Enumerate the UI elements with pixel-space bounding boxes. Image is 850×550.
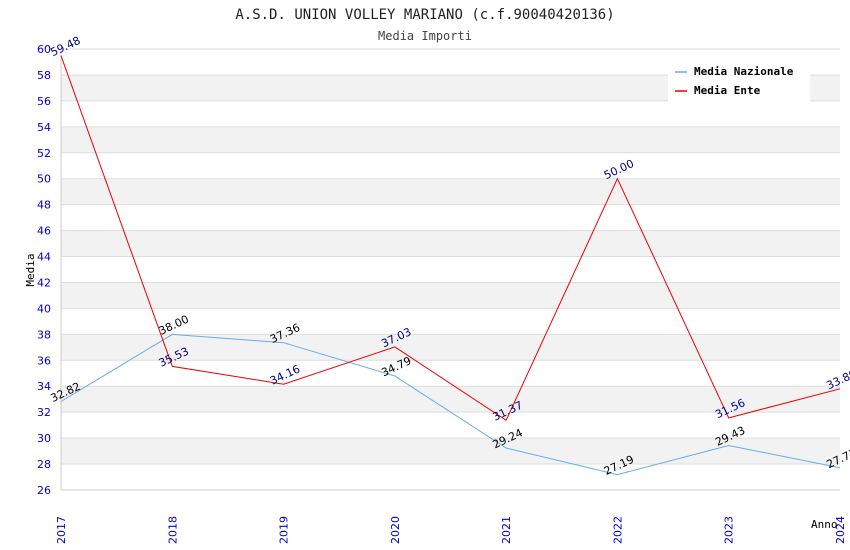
chart-subtitle: Media Importi — [378, 29, 472, 43]
x-axis-label: Anno — [811, 518, 838, 531]
y-tick-label: 42 — [37, 276, 51, 289]
series-line-media-ente — [60, 55, 841, 422]
y-axis-label: Media — [24, 253, 37, 286]
y-tick-label: 26 — [37, 484, 51, 497]
x-tick-label: 2024 — [834, 516, 847, 544]
grid-band — [61, 230, 840, 257]
axes — [60, 49, 840, 491]
y-tick-label: 28 — [37, 458, 51, 471]
y-tick-label: 48 — [37, 199, 51, 212]
legend-box — [668, 60, 810, 102]
y-tick-label: 50 — [37, 173, 51, 186]
x-tick-label: 2023 — [723, 516, 736, 544]
legend-label-media-nazionale: Media Nazionale — [694, 65, 794, 78]
x-tick-labels: 2017 2018 2019 2020 2021 2022 2023 2024 — [55, 516, 847, 544]
y-tick-label: 38 — [37, 328, 51, 341]
x-tick-label: 2017 — [55, 516, 68, 544]
grid-band — [61, 126, 840, 153]
x-tick-label: 2019 — [278, 516, 291, 544]
y-tick-label: 40 — [37, 302, 51, 315]
y-tick-label: 56 — [37, 95, 51, 108]
y-tick-label: 52 — [37, 147, 51, 160]
grid-band — [61, 282, 840, 309]
y-tick-label: 30 — [37, 432, 51, 445]
grid-bands — [61, 74, 840, 465]
y-tick-label: 54 — [37, 121, 51, 134]
series-line-media-nazionale — [60, 333, 841, 476]
y-tick-label: 34 — [37, 380, 51, 393]
data-label: 33.80 — [824, 367, 850, 392]
y-tick-labels: 26 28 30 32 34 36 38 40 42 44 46 48 50 52 54 56 58 60 — [37, 43, 51, 497]
y-tick-label: 44 — [37, 251, 51, 264]
series-lines — [60, 55, 841, 476]
y-tick-label: 46 — [37, 225, 51, 238]
grid-band — [61, 438, 840, 465]
y-tick-label: 60 — [37, 43, 51, 56]
y-tick-label: 32 — [37, 406, 51, 419]
x-tick-label: 2022 — [611, 516, 624, 544]
x-tick-label: 2020 — [389, 516, 402, 544]
grid-band — [61, 386, 840, 413]
grid-lines — [61, 48, 840, 491]
grid-band — [61, 178, 840, 205]
y-tick-label: 36 — [37, 354, 51, 367]
chart-title: A.S.D. UNION VOLLEY MARIANO (c.f.9004042… — [235, 7, 614, 23]
grid-band — [61, 334, 840, 361]
x-tick-label: 2018 — [166, 516, 179, 544]
legend-label-media-ente: Media Ente — [694, 84, 761, 97]
legend: Media Nazionale Media Ente — [668, 60, 810, 102]
y-tick-label: 58 — [37, 69, 51, 82]
x-tick-label: 2021 — [500, 516, 513, 544]
data-label: 59.48 — [48, 34, 82, 59]
